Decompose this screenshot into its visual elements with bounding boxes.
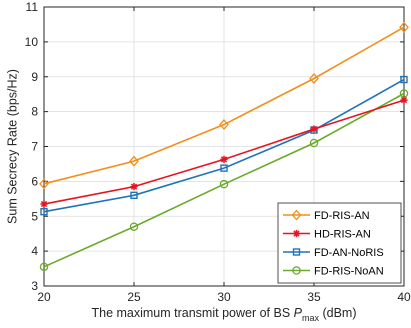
- y-tick-label: 3: [31, 279, 38, 293]
- legend-item: FD-AN-NoRIS: [283, 247, 384, 259]
- data-point: [40, 208, 48, 216]
- series-fd-ris-an: [39, 21, 409, 190]
- legend: FD-RIS-AN HD-RIS-AN FD-AN-NoRIS FD-RIS-NoAN: [277, 202, 402, 284]
- y-tick-label: 8: [31, 105, 38, 119]
- y-tick-label: 6: [31, 174, 38, 188]
- x-axis-label: The maximum transmit power of BS Pmax (d…: [91, 306, 356, 323]
- x-tick-label: 40: [397, 290, 411, 304]
- legend-item: FD-RIS-AN: [283, 209, 370, 222]
- data-point: [220, 164, 228, 172]
- legend-marker: [292, 229, 301, 238]
- y-tick-label: 10: [25, 35, 39, 49]
- legend-label: FD-RIS-AN: [314, 210, 370, 222]
- data-point: [40, 200, 48, 208]
- x-axis-label-main: The maximum transmit power of BS: [91, 306, 293, 320]
- x-axis-label-subscript: max: [302, 313, 320, 323]
- legend-label: FD-AN-NoRIS: [314, 247, 384, 259]
- legend-marker: [291, 209, 302, 221]
- y-tick-label: 4: [31, 244, 38, 258]
- legend-item: FD-RIS-NoAN: [283, 266, 384, 278]
- series-line: [43, 92, 405, 268]
- series-layer: [39, 21, 409, 272]
- legend-marker: [292, 266, 301, 275]
- data-point: [310, 125, 318, 133]
- x-axis-label-variable: P: [294, 306, 303, 320]
- data-point: [39, 178, 49, 190]
- x-tick-label: 25: [127, 290, 141, 304]
- series-hd-ris-an: [40, 96, 408, 208]
- data-point: [129, 222, 139, 231]
- x-axis-label-unit: (dBm): [319, 306, 357, 320]
- data-point: [39, 262, 49, 272]
- legend-label: HD-RIS-AN: [314, 229, 371, 241]
- series-line: [43, 78, 405, 213]
- y-axis-label: Sum Secrecy Rate (bps/Hz): [5, 69, 19, 224]
- series-line: [43, 26, 405, 185]
- data-point: [309, 73, 319, 84]
- data-point: [130, 183, 138, 191]
- y-tick-label: 9: [31, 70, 38, 84]
- data-point: [130, 191, 138, 200]
- legend-marker: [292, 248, 301, 256]
- y-tick-label: 7: [31, 140, 38, 154]
- data-point: [400, 96, 408, 104]
- axis-ticks: 20 25 30 35 40 3 4 5 6 7 8 9 10 11: [25, 0, 411, 304]
- x-tick-label: 20: [37, 290, 51, 304]
- data-point: [220, 155, 228, 164]
- x-tick-label: 30: [217, 290, 231, 304]
- x-tick-label: 35: [307, 290, 321, 304]
- data-point: [400, 75, 408, 84]
- legend-item: HD-RIS-AN: [283, 229, 371, 241]
- y-tick-label: 11: [26, 0, 39, 14]
- data-point: [219, 179, 229, 189]
- legend-label: FD-RIS-NoAN: [314, 266, 384, 278]
- data-point: [129, 155, 139, 167]
- data-point: [219, 119, 229, 131]
- y-tick-label: 5: [31, 209, 38, 223]
- data-point: [309, 138, 319, 148]
- data-point: [399, 21, 409, 33]
- series-fd-ris-noan: [39, 89, 409, 272]
